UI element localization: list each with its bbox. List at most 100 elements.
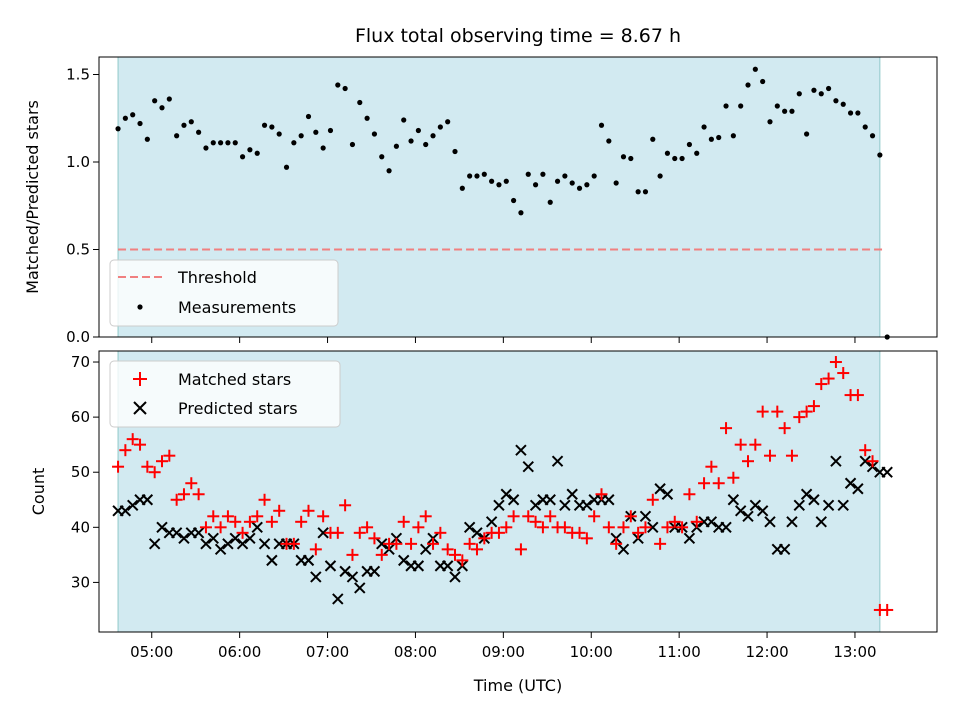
matched-point <box>177 488 190 501</box>
predicted-point <box>368 565 381 578</box>
predicted-point <box>266 554 278 567</box>
predicted-point <box>148 538 161 550</box>
measurement-point <box>818 91 824 97</box>
legend-matched-label: Matched stars <box>178 370 291 389</box>
y-tick-label: 40 <box>71 518 90 536</box>
x-tick-label: 11:00 <box>658 643 701 661</box>
matched-point <box>881 603 894 616</box>
y-tick-label: 30 <box>71 573 90 591</box>
matched-point <box>331 526 344 539</box>
predicted-stars-points <box>112 444 893 605</box>
measurement-point <box>554 178 561 184</box>
matched-point <box>793 411 806 424</box>
measurement-point <box>569 180 575 186</box>
matched-point <box>602 521 615 534</box>
x-tick-label: 10:00 <box>570 643 613 661</box>
predicted-point <box>449 571 461 583</box>
legend-predicted-label: Predicted stars <box>178 399 298 418</box>
measurement-point <box>613 180 619 186</box>
measurement-point <box>620 154 627 160</box>
measurement-point <box>650 136 656 142</box>
predicted-point <box>852 483 864 495</box>
measurement-point <box>196 129 202 135</box>
matched-point <box>368 532 381 545</box>
measurement-point <box>364 115 370 121</box>
predicted-point <box>251 521 263 534</box>
matched-point <box>727 471 740 484</box>
measurement-point <box>210 140 216 146</box>
measurement-point <box>738 103 744 109</box>
matched-point <box>141 460 154 473</box>
measurement-point <box>152 98 158 104</box>
predicted-point <box>522 460 534 473</box>
predicted-point <box>720 521 732 534</box>
measurement-point <box>730 133 736 139</box>
matched-point <box>529 515 542 528</box>
matched-point <box>632 526 645 539</box>
matched-point <box>134 438 147 451</box>
y-tick-label: 60 <box>71 408 90 426</box>
matched-point <box>309 543 322 556</box>
predicted-point <box>258 538 271 550</box>
matched-point <box>829 356 842 369</box>
matched-legend-swatch <box>133 372 147 386</box>
chart-title: Flux total observing time = 8.67 h <box>355 25 681 47</box>
matched-point <box>734 438 747 451</box>
predicted-point <box>463 521 476 534</box>
measurement-point <box>225 140 231 146</box>
matched-point <box>339 499 352 512</box>
matched-point <box>427 537 440 550</box>
predicted-point <box>471 527 483 539</box>
matched-point <box>126 433 139 446</box>
predicted-point <box>881 466 893 478</box>
measurement-point <box>291 140 297 146</box>
y-tick-label: 0.5 <box>66 241 90 259</box>
matched-point <box>859 444 872 457</box>
matched-point <box>155 455 168 468</box>
matched-point <box>317 510 330 523</box>
legend-threshold-label: Threshold <box>177 268 257 287</box>
matched-point <box>236 526 249 539</box>
predicted-point <box>551 455 564 467</box>
y-tick-label: 50 <box>71 463 90 481</box>
bottom-legend-box <box>109 360 341 428</box>
measurement-point <box>679 155 685 162</box>
measurement-point <box>481 171 487 177</box>
matched-point <box>822 372 835 385</box>
matched-point <box>676 521 689 534</box>
measurement-point <box>877 152 883 158</box>
predicted-point <box>581 499 593 511</box>
measurement-point <box>320 145 326 151</box>
top-panel: 0.0 0.5 1.0 1.5 Matched/Predicted stars Thr… <box>23 56 938 346</box>
matched-point <box>771 405 784 418</box>
predicted-point <box>412 560 425 572</box>
predicted-point <box>507 494 520 506</box>
measurement-point <box>503 178 509 184</box>
measurement-point <box>130 112 136 118</box>
matched-point <box>698 477 711 490</box>
measurement-point <box>847 110 854 116</box>
predicted-point <box>419 543 432 556</box>
matched-point <box>661 521 674 534</box>
measurement-point <box>283 164 290 170</box>
predicted-point <box>822 499 835 511</box>
measurement-point <box>701 124 707 130</box>
predicted-point <box>170 527 183 539</box>
matched-point <box>207 510 220 523</box>
matched-point <box>588 510 601 523</box>
measurement-point <box>379 154 385 160</box>
matched-point <box>654 537 667 550</box>
predicted-point <box>339 565 351 578</box>
measurement-point <box>430 133 436 139</box>
measurements-legend-swatch <box>137 304 143 310</box>
matched-point <box>295 515 308 528</box>
measurement-point <box>716 134 722 141</box>
matched-point <box>815 378 828 391</box>
measurement-point <box>188 119 194 125</box>
predicted-point <box>756 505 769 517</box>
matched-point <box>192 488 205 501</box>
predicted-point <box>200 538 212 550</box>
measurement-point <box>313 129 319 135</box>
measurement-point <box>489 178 495 184</box>
